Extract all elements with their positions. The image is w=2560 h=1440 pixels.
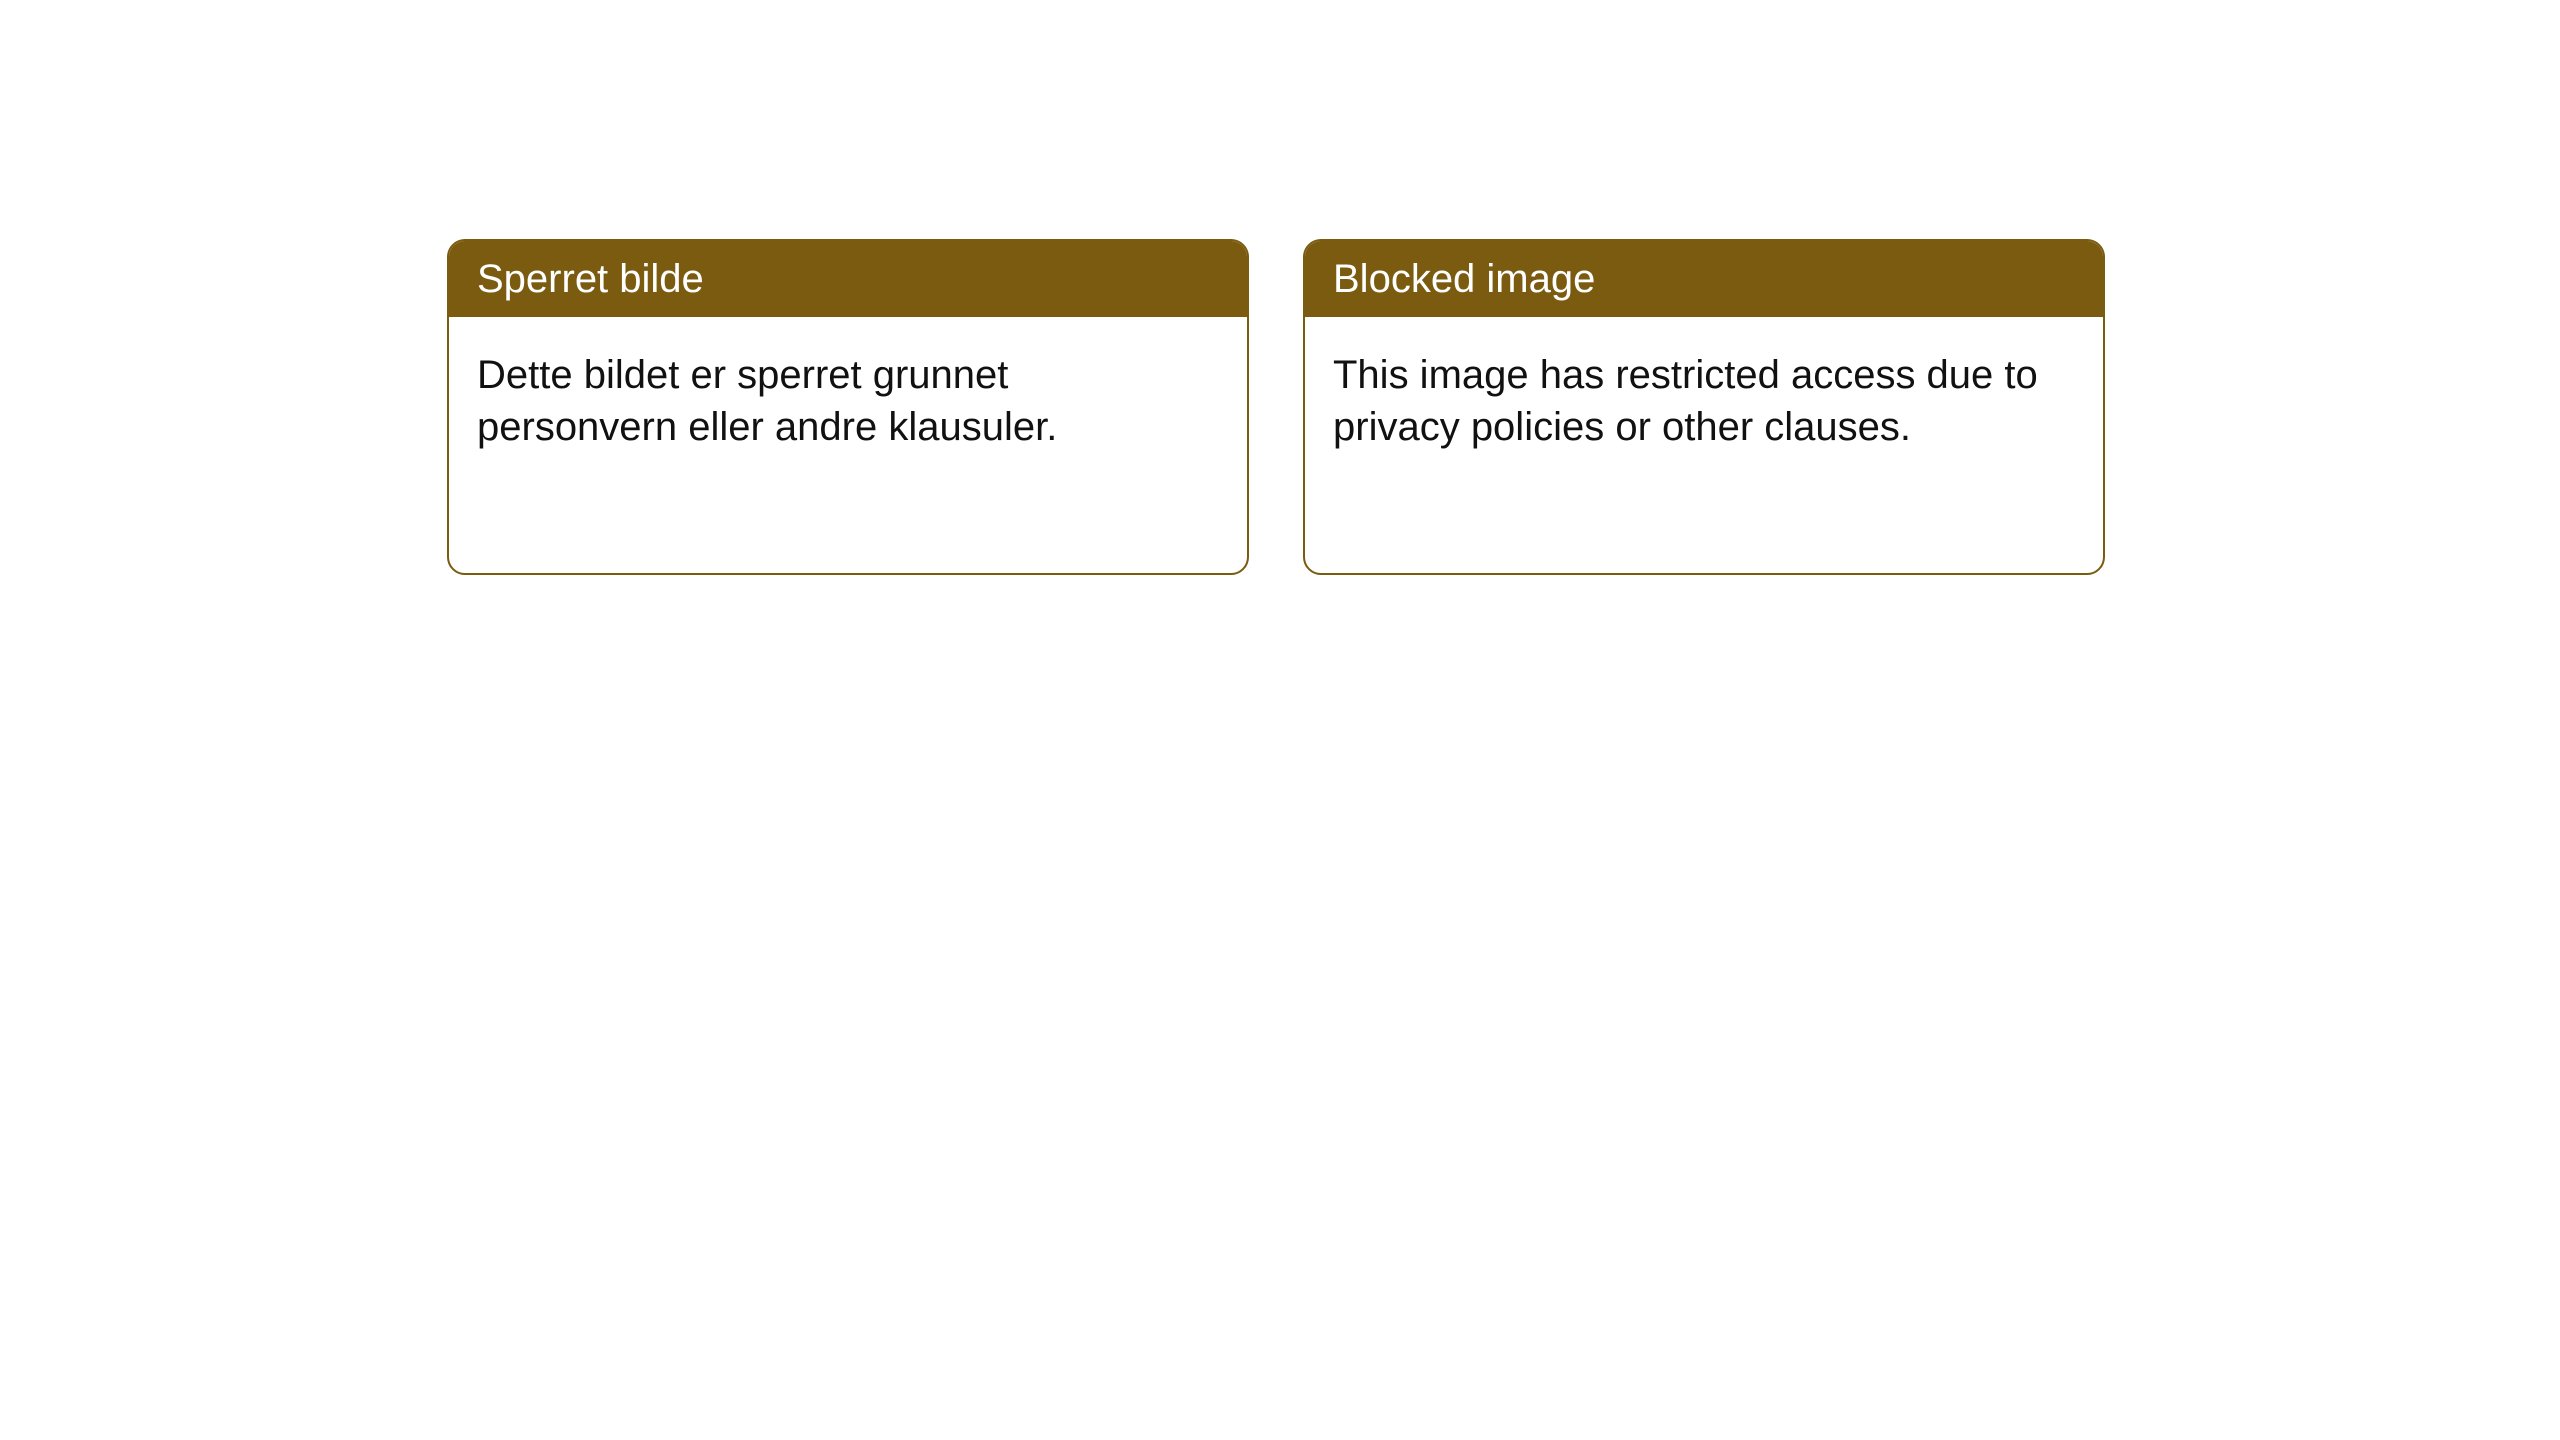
notice-card-english: Blocked image This image has restricted …: [1303, 239, 2105, 575]
notice-container: Sperret bilde Dette bildet er sperret gr…: [0, 0, 2560, 575]
notice-body-norwegian: Dette bildet er sperret grunnet personve…: [449, 317, 1247, 485]
notice-card-norwegian: Sperret bilde Dette bildet er sperret gr…: [447, 239, 1249, 575]
notice-title-norwegian: Sperret bilde: [449, 241, 1247, 317]
notice-body-english: This image has restricted access due to …: [1305, 317, 2103, 485]
notice-title-english: Blocked image: [1305, 241, 2103, 317]
